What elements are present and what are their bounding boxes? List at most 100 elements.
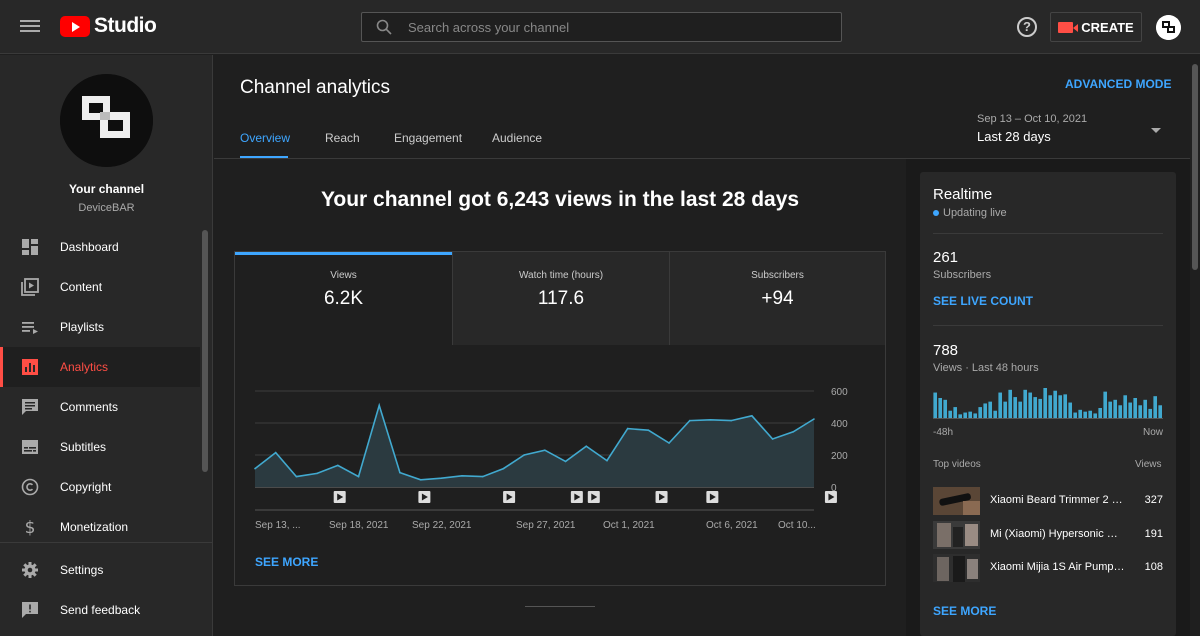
sidebar-item-subtitles[interactable]: Subtitles xyxy=(0,427,200,467)
search-box[interactable] xyxy=(361,12,842,42)
video-title: Xiaomi Beard Trimmer 2 Review xyxy=(990,494,1125,506)
video-camera-icon xyxy=(1058,21,1079,33)
data-point xyxy=(523,454,525,456)
see-live-count-button[interactable]: SEE LIVE COUNT xyxy=(933,294,1034,308)
top-video-row[interactable]: Mi (Xiaomi) Hypersonic Power Dryer 191 xyxy=(933,521,1163,549)
sidebar-item-content[interactable]: Content xyxy=(0,267,200,307)
metric-label: Subscribers xyxy=(751,270,804,281)
dropdown-arrow-icon[interactable] xyxy=(1151,128,1161,133)
account-avatar[interactable] xyxy=(1156,15,1181,40)
video-views: 108 xyxy=(1144,561,1163,573)
advanced-mode-link[interactable]: ADVANCED MODE xyxy=(1065,77,1172,91)
realtime-bar xyxy=(1123,395,1127,418)
studio-logo[interactable]: Studio xyxy=(60,14,157,38)
sidebar-item-label: Settings xyxy=(60,563,104,577)
realtime-title: Realtime xyxy=(933,186,993,203)
channel-avatar[interactable] xyxy=(60,74,153,167)
data-point xyxy=(813,418,815,420)
metric-card-watch-time[interactable]: Watch time (hours) 117.6 xyxy=(452,252,669,345)
realtime-bar xyxy=(1043,388,1047,418)
video-marker xyxy=(503,491,516,503)
metric-value: +94 xyxy=(761,288,794,309)
data-point xyxy=(668,442,670,444)
views-area xyxy=(255,405,814,487)
y-tick-label: 200 xyxy=(831,451,848,462)
help-icon[interactable]: ? xyxy=(1017,17,1037,37)
hamburger-menu-icon[interactable] xyxy=(20,17,40,37)
sidebar-item-dashboard[interactable]: Dashboard xyxy=(0,227,200,267)
sidebar-item-send-feedback[interactable]: Send feedback xyxy=(0,590,200,630)
realtime-views-count: 788 xyxy=(933,342,959,359)
sidebar-item-playlists[interactable]: Playlists xyxy=(0,307,200,347)
gear-icon xyxy=(22,562,38,578)
realtime-bar xyxy=(1013,397,1017,418)
video-title: Xiaomi Mijia 1S Air Pump Review xyxy=(990,561,1125,573)
realtime-bar xyxy=(998,392,1002,418)
video-thumbnail[interactable] xyxy=(933,554,980,582)
views-chart[interactable]: 600 400 200 0 Sep 13, ... Sep 18, 2021 Sep 22,… xyxy=(234,380,886,540)
metric-card-views[interactable]: Views 6.2K xyxy=(235,252,452,345)
realtime-bar xyxy=(1058,395,1062,418)
data-point xyxy=(751,415,753,417)
playlist-icon xyxy=(22,322,38,334)
realtime-views-bar-chart[interactable]: -48h Now xyxy=(933,386,1163,440)
realtime-bar xyxy=(983,403,987,418)
subtitles-icon xyxy=(22,440,38,454)
data-point xyxy=(419,479,422,481)
sidebar-item-label: Comments xyxy=(60,400,119,414)
sidebar-item-label: Send feedback xyxy=(60,603,141,617)
date-range-text[interactable]: Sep 13 – Oct 10, 2021 xyxy=(977,113,1088,125)
data-point xyxy=(254,467,256,470)
realtime-bar xyxy=(1158,405,1162,418)
sidebar-item-copyright[interactable]: Copyright xyxy=(0,467,200,507)
sidebar-item-settings[interactable]: Settings xyxy=(0,550,200,590)
data-point xyxy=(771,438,774,440)
see-more-button[interactable]: SEE MORE xyxy=(255,555,319,569)
realtime-bar xyxy=(1108,401,1112,418)
video-thumbnail[interactable] xyxy=(933,521,980,549)
sidebar-item-label: Monetization xyxy=(60,520,129,534)
realtime-bar xyxy=(933,392,937,418)
tab-audience[interactable]: Audience xyxy=(492,131,543,145)
top-video-row[interactable]: Xiaomi Beard Trimmer 2 Review 327 xyxy=(933,487,1163,515)
sidebar-item-label: Content xyxy=(60,280,103,294)
sidebar-item-label: Dashboard xyxy=(60,240,119,254)
realtime-see-more-button[interactable]: SEE MORE xyxy=(933,604,997,618)
video-marker xyxy=(706,491,719,503)
create-button[interactable]: CREATE xyxy=(1050,12,1142,42)
search-input[interactable] xyxy=(408,13,828,41)
realtime-bar xyxy=(948,410,952,418)
tab-reach[interactable]: Reach xyxy=(325,131,360,145)
realtime-bar xyxy=(963,412,967,418)
x-tick-label: Sep 13, ... xyxy=(255,520,301,531)
tab-overview[interactable]: Overview xyxy=(240,131,291,145)
metric-card-subscribers[interactable]: Subscribers +94 xyxy=(669,252,885,345)
data-point xyxy=(626,427,629,430)
sidebar-item-analytics[interactable]: Analytics xyxy=(0,347,200,387)
video-marker xyxy=(333,491,346,503)
sidebar-scrollbar[interactable] xyxy=(202,230,208,472)
top-bar: Studio ? CREATE xyxy=(0,0,1200,54)
window-scrollbar[interactable] xyxy=(1192,64,1198,270)
updating-live-text: Updating live xyxy=(943,207,1007,219)
top-video-row[interactable]: Xiaomi Mijia 1S Air Pump Review 108 xyxy=(933,554,1163,582)
sidebar-divider xyxy=(0,542,213,543)
tab-engagement[interactable]: Engagement xyxy=(394,131,463,145)
video-thumbnail[interactable] xyxy=(933,487,980,515)
y-tick-label: 0 xyxy=(831,483,837,494)
data-point xyxy=(481,475,484,478)
sidebar-item-comments[interactable]: Comments xyxy=(0,387,200,427)
realtime-bar xyxy=(1088,410,1092,418)
realtime-bar xyxy=(1083,411,1087,418)
video-views: 327 xyxy=(1144,494,1163,506)
realtime-bar xyxy=(1138,405,1142,418)
sidebar-item-monetization[interactable]: $ Monetization xyxy=(0,507,200,547)
axis-start-label: -48h xyxy=(933,427,953,438)
date-range-label[interactable]: Last 28 days xyxy=(977,129,1051,144)
active-tab-indicator xyxy=(240,156,288,158)
video-library-icon xyxy=(21,278,39,296)
top-videos-label: Top videos xyxy=(933,459,981,470)
realtime-status: Updating live xyxy=(933,207,1007,219)
scroll-indicator xyxy=(525,606,595,607)
data-point xyxy=(585,445,588,447)
